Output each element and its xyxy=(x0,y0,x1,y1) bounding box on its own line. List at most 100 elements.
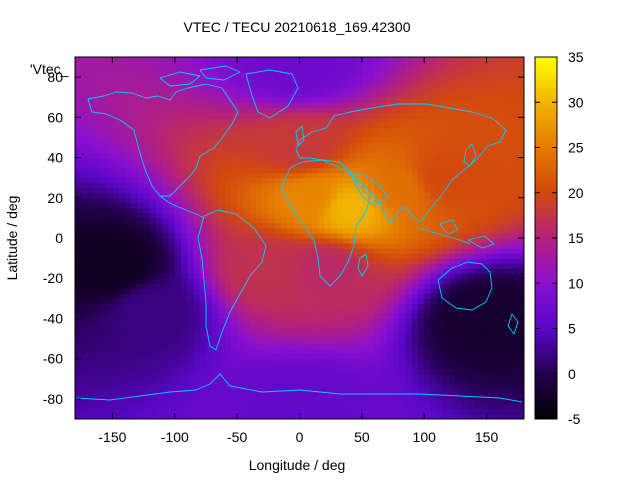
heatmap-cell xyxy=(467,127,475,134)
heatmap-cell xyxy=(193,112,201,118)
heatmap-cell xyxy=(480,107,488,113)
heatmap-cell xyxy=(349,253,357,259)
heatmap-cell xyxy=(417,187,425,194)
heatmap-cell xyxy=(280,403,288,410)
heatmap-cell xyxy=(274,263,282,269)
heatmap-cell xyxy=(374,187,382,194)
heatmap-cell xyxy=(149,338,157,345)
heatmap-cell xyxy=(181,343,188,350)
heatmap-cell xyxy=(193,147,201,154)
heatmap-cell xyxy=(336,112,344,118)
heatmap-cell xyxy=(187,403,195,410)
heatmap-cell xyxy=(168,57,176,63)
heatmap-cell xyxy=(318,293,326,299)
heatmap-cell xyxy=(349,243,357,249)
heatmap-cell xyxy=(218,197,226,204)
heatmap-cell xyxy=(143,127,151,134)
heatmap-cell xyxy=(336,338,344,345)
heatmap-cell xyxy=(212,162,220,169)
heatmap-cell xyxy=(393,288,400,294)
heatmap-cell xyxy=(249,177,257,184)
heatmap-cell xyxy=(237,87,244,93)
heatmap-cell xyxy=(149,122,157,128)
heatmap-cell xyxy=(162,268,170,274)
heatmap-cell xyxy=(205,117,213,123)
heatmap-cell xyxy=(355,162,363,169)
heatmap-cell xyxy=(436,147,444,154)
heatmap-cell xyxy=(262,313,269,320)
heatmap-cell xyxy=(137,398,145,405)
heatmap-cell xyxy=(224,122,232,128)
heatmap-cell xyxy=(417,127,425,134)
heatmap-cell xyxy=(399,283,407,289)
heatmap-cell xyxy=(486,177,494,184)
heatmap-cell xyxy=(237,147,244,154)
heatmap-cell xyxy=(181,57,188,63)
heatmap-cell xyxy=(505,383,513,390)
heatmap-cell xyxy=(380,217,388,224)
heatmap-cell xyxy=(430,117,438,123)
heatmap-cell xyxy=(87,162,95,169)
heatmap-cell xyxy=(143,132,151,139)
heatmap-cell xyxy=(436,373,444,380)
heatmap-cell xyxy=(386,197,394,204)
heatmap-cell xyxy=(249,67,257,73)
heatmap-cell xyxy=(149,293,157,299)
heatmap-cell xyxy=(492,92,500,98)
heatmap-cell xyxy=(230,363,238,370)
heatmap-cell xyxy=(343,348,350,355)
heatmap-cell xyxy=(274,338,282,345)
heatmap-cell xyxy=(386,378,394,385)
heatmap-cell xyxy=(255,253,263,259)
heatmap-cell xyxy=(237,202,244,209)
heatmap-cell xyxy=(243,57,251,63)
heatmap-cell xyxy=(168,263,176,269)
heatmap-cell xyxy=(81,258,89,264)
heatmap-cell xyxy=(81,162,89,169)
heatmap-cell xyxy=(442,82,450,88)
heatmap-cell xyxy=(399,87,407,93)
heatmap-cell xyxy=(249,207,257,214)
heatmap-cell xyxy=(424,207,432,214)
heatmap-cell xyxy=(318,147,326,154)
heatmap-cell xyxy=(368,403,375,410)
heatmap-cell xyxy=(112,238,120,244)
heatmap-cell xyxy=(75,137,82,144)
heatmap-cell xyxy=(492,323,500,330)
heatmap-cell xyxy=(124,172,132,179)
heatmap-cell xyxy=(143,363,151,370)
heatmap-cell xyxy=(237,378,244,385)
heatmap-cell xyxy=(75,197,82,204)
heatmap-cell xyxy=(187,127,195,134)
heatmap-cell xyxy=(224,343,232,350)
heatmap-cell xyxy=(199,258,207,264)
heatmap-cell xyxy=(386,353,394,360)
heatmap-cell xyxy=(274,167,282,174)
heatmap-cell xyxy=(349,403,357,410)
heatmap-cell xyxy=(467,308,475,315)
heatmap-cell xyxy=(106,248,114,254)
heatmap-cell xyxy=(174,383,182,390)
heatmap-cell xyxy=(411,388,419,395)
heatmap-cell xyxy=(393,293,400,299)
heatmap-cell xyxy=(374,288,382,294)
heatmap-cell xyxy=(393,157,400,164)
heatmap-cell xyxy=(399,82,407,88)
heatmap-cell xyxy=(430,288,438,294)
heatmap-cell xyxy=(336,67,344,73)
heatmap-cell xyxy=(106,102,114,108)
heatmap-cell xyxy=(474,232,481,239)
heatmap-cell xyxy=(368,122,375,128)
heatmap-cell xyxy=(424,263,432,269)
heatmap-cell xyxy=(449,413,457,419)
heatmap-cell xyxy=(343,62,350,68)
heatmap-cell xyxy=(461,388,469,395)
heatmap-cell xyxy=(449,313,457,320)
heatmap-cell xyxy=(449,303,457,309)
heatmap-cell xyxy=(106,388,114,395)
heatmap-cell xyxy=(81,87,89,93)
heatmap-cell xyxy=(93,293,101,299)
heatmap-cell xyxy=(268,403,276,410)
heatmap-cell xyxy=(299,62,307,68)
heatmap-cell xyxy=(168,82,176,88)
